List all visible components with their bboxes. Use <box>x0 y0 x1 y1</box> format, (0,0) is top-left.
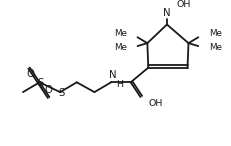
Text: Me: Me <box>114 29 127 38</box>
Text: O: O <box>44 85 52 95</box>
Text: OH: OH <box>177 0 191 9</box>
Text: Me: Me <box>114 42 127 52</box>
Text: Me: Me <box>209 29 222 38</box>
Text: H: H <box>116 80 123 89</box>
Text: O: O <box>27 69 35 79</box>
Text: N: N <box>163 8 171 18</box>
Text: Me: Me <box>209 42 222 52</box>
Text: S: S <box>37 78 44 88</box>
Text: N: N <box>109 71 117 80</box>
Text: S: S <box>58 88 64 98</box>
Text: OH: OH <box>148 99 163 108</box>
